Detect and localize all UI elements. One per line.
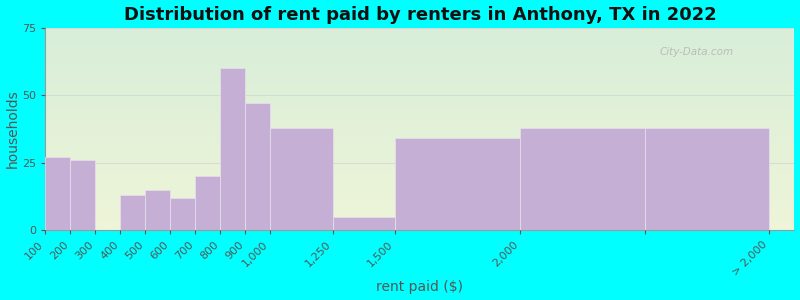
Bar bbox=[46, 158, 70, 230]
Bar bbox=[120, 195, 146, 230]
Bar bbox=[220, 68, 246, 230]
Y-axis label: households: households bbox=[6, 90, 19, 168]
Bar bbox=[333, 217, 395, 230]
Bar bbox=[246, 103, 270, 230]
Bar bbox=[146, 190, 170, 230]
X-axis label: rent paid ($): rent paid ($) bbox=[377, 280, 463, 294]
Title: Distribution of rent paid by renters in Anthony, TX in 2022: Distribution of rent paid by renters in … bbox=[123, 6, 716, 24]
Bar bbox=[270, 128, 333, 230]
Bar bbox=[70, 160, 95, 230]
Text: City-Data.com: City-Data.com bbox=[660, 47, 734, 57]
Bar bbox=[195, 176, 220, 230]
Bar bbox=[520, 128, 645, 230]
Bar bbox=[395, 139, 520, 230]
Bar bbox=[645, 128, 770, 230]
Bar bbox=[170, 198, 195, 230]
